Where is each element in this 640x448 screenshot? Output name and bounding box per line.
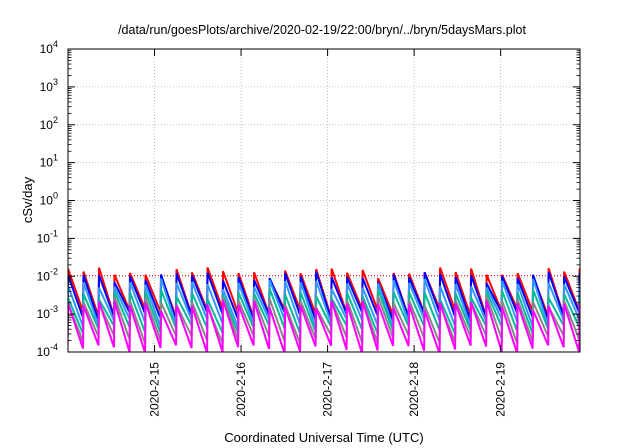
x-tick-label: 2020-2-18 [407, 362, 421, 417]
y-tick-label: 10-1 [37, 228, 58, 245]
x-tick-label: 2020-2-17 [321, 362, 335, 417]
y-tick-label: 104 [40, 39, 58, 56]
x-tick-label: 2020-2-19 [494, 362, 508, 417]
series-line [68, 299, 580, 352]
y-tick-label: 101 [40, 153, 58, 170]
series-group [68, 267, 580, 352]
ticks [68, 48, 580, 353]
y-tick-label: 10-2 [37, 266, 58, 283]
y-axis-label: cSv/day [20, 176, 35, 223]
y-tick-label: 100 [40, 191, 58, 208]
y-tick-labels: 10-4 10-3 10-2 10-1 100 101 102 103 104 [37, 39, 58, 359]
grid [68, 49, 580, 352]
y-tick-label: 102 [40, 115, 58, 132]
y-tick-label: 10-3 [37, 304, 58, 321]
y-tick-label: 10-4 [37, 342, 58, 359]
chart-title: /data/run/goesPlots/archive/2020-02-19/2… [118, 23, 526, 37]
x-tick-labels: 2020-2-15 2020-2-16 2020-2-17 2020-2-18 2020… [148, 362, 508, 417]
x-tick-label: 2020-2-16 [234, 362, 248, 417]
x-axis-label: Coordinated Universal Time (UTC) [224, 430, 423, 445]
x-tick-label: 2020-2-15 [148, 362, 162, 417]
y-tick-label: 103 [40, 77, 58, 94]
series-layer [68, 267, 580, 352]
